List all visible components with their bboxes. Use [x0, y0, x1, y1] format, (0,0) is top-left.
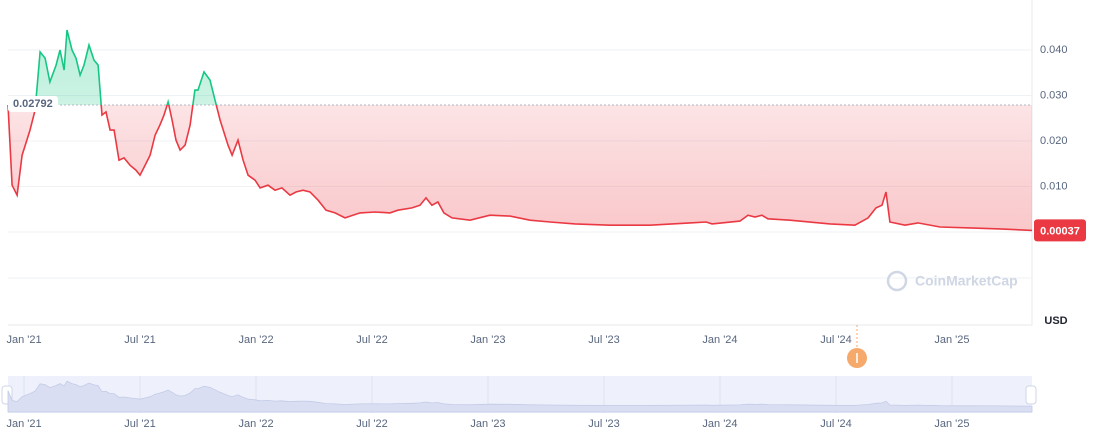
watermark: CoinMarketCap [886, 270, 1018, 292]
x-tick-label: Jul '21 [124, 334, 155, 346]
x-tick-label: Jul '24 [820, 334, 851, 346]
last-price-label: 0.00037 [1040, 225, 1080, 237]
last-price-bg [1034, 219, 1086, 242]
x-tick-label: Jan '25 [934, 334, 969, 346]
x-tick-label: Jan '22 [238, 334, 273, 346]
navigator-handle-right[interactable] [1025, 385, 1037, 405]
navigator-tick-label: Jul '24 [820, 418, 851, 430]
y-tick-label: 0.040 [1040, 44, 1068, 56]
x-tick-label: Jan '21 [6, 334, 41, 346]
price-line-down [7, 105, 1033, 232]
x-tick-label: Jul '23 [588, 334, 619, 346]
y-tick-label: 0.010 [1040, 180, 1068, 192]
navigator-tick-label: Jul '23 [588, 418, 619, 430]
x-tick-label: Jan '23 [470, 334, 505, 346]
navigator-tick-label: Jan '24 [702, 418, 737, 430]
navigator-tick-label: Jan '22 [238, 418, 273, 430]
watermark-text: CoinMarketCap [915, 273, 1018, 289]
navigator-tick-label: Jan '21 [6, 418, 41, 430]
x-tick-label: Jul '22 [356, 334, 387, 346]
navigator-tick-label: Jan '23 [470, 418, 505, 430]
navigator-tick-label: Jul '22 [356, 418, 387, 430]
baseline-label: 0.02792 [13, 98, 53, 110]
price-line-up [7, 29, 218, 106]
navigator-tick-label: Jul '21 [124, 418, 155, 430]
navigator-area [7, 380, 1033, 413]
y-tick-label: 0.030 [1040, 89, 1068, 101]
x-tick-label: Jan '24 [702, 334, 737, 346]
navigator-tick-label: Jan '25 [934, 418, 969, 430]
area-down [8, 105, 1032, 231]
currency: USD [1044, 315, 1067, 327]
baseline-label-bg [8, 96, 58, 113]
event-marker[interactable] [847, 348, 867, 368]
y-tick-label: 0.020 [1040, 135, 1068, 147]
